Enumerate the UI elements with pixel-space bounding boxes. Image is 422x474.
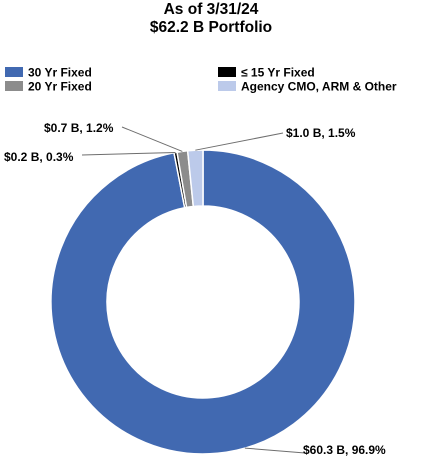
data-label-30-yr-fixed: $60.3 B, 96.9% [303,443,386,457]
legend-item-15-yr-fixed: ≤ 15 Yr Fixed [218,66,315,80]
data-label-15-yr-fixed: $0.2 B, 0.3% [4,150,74,164]
legend-item-agency-cmo-arm-other: Agency CMO, ARM & Other [218,80,397,94]
legend-swatch [218,81,236,91]
legend-label: Agency CMO, ARM & Other [241,80,397,94]
leader-line-20-yr-fixed [121,126,183,152]
legend-item-20-yr-fixed: 20 Yr Fixed [5,80,92,94]
slice-agency-cmo-arm-other [186,149,204,208]
legend-item-30-yr-fixed: 30 Yr Fixed [5,66,92,80]
data-label-20-yr-fixed: $0.7 B, 1.2% [44,121,114,135]
chart-title: As of 3/31/24 [164,1,259,18]
legend-label: 30 Yr Fixed [28,66,92,80]
legend-swatch [5,67,23,77]
slice-labels: $60.3 B, 96.9% $0.2 B, 0.3% $0.7 B, 1.2% $1… [4,121,386,457]
chart-subtitle: $62.2 B Portfolio [150,19,272,36]
slice-30-yr-fixed [50,149,356,455]
leader-line-30-yr-fixed [244,447,306,454]
donut-slices [50,149,356,455]
legend-swatch [5,81,23,91]
legend-label: 20 Yr Fixed [28,80,92,94]
legend-label: ≤ 15 Yr Fixed [241,66,315,80]
legend-swatch [218,67,236,77]
data-label-agency-cmo-arm-other: $1.0 B, 1.5% [286,126,356,140]
leader-line-15-yr-fixed [81,152,176,156]
leader-line-agency-cmo-arm-other [195,132,284,151]
